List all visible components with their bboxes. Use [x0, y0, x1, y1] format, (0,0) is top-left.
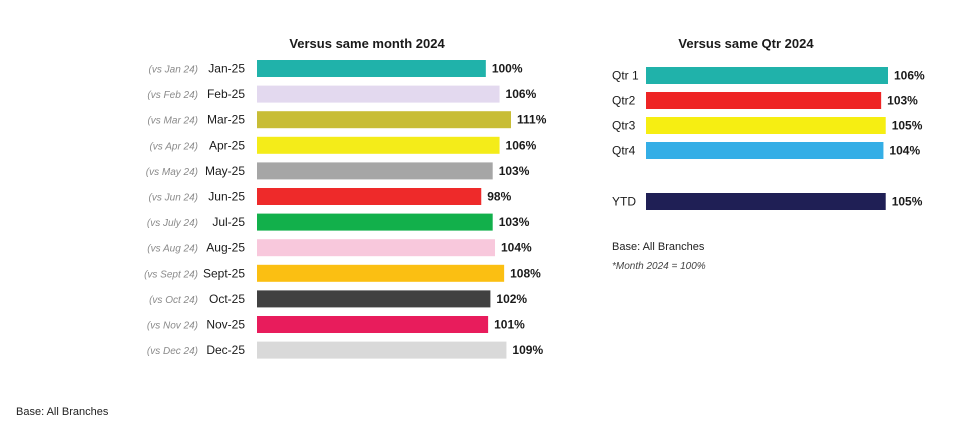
data-label: 109%: [512, 343, 543, 357]
bar: [257, 290, 491, 308]
data-label: 104%: [889, 144, 920, 158]
category-label: Oct-25: [209, 292, 245, 306]
data-label: 108%: [510, 266, 541, 280]
data-label: 101%: [494, 318, 525, 332]
bar: [646, 67, 888, 84]
data-label: 106%: [894, 69, 925, 83]
category-label: Qtr 1: [612, 69, 639, 83]
comparison-label: (vs Oct 24): [149, 295, 198, 306]
category-label: Aug-25: [206, 241, 245, 255]
data-label: 103%: [499, 215, 530, 229]
comparison-label: (vs Aug 24): [147, 244, 198, 255]
data-label: 103%: [499, 164, 530, 178]
chart-title: Versus same month 2024: [289, 36, 445, 51]
category-label: May-25: [205, 164, 245, 178]
data-label: 98%: [487, 190, 511, 204]
bar: [257, 341, 507, 359]
data-label: 106%: [506, 87, 537, 101]
bar: [257, 213, 493, 231]
category-label: Qtr3: [612, 119, 636, 133]
bar: [257, 85, 500, 103]
bar: [257, 316, 489, 333]
bar: [257, 264, 505, 282]
bar: [257, 162, 493, 180]
data-label: 106%: [506, 138, 537, 152]
category-label: Sept-25: [203, 266, 245, 280]
category-label: Feb-25: [207, 87, 245, 101]
data-label: 104%: [501, 241, 532, 255]
bar: [257, 239, 495, 257]
comparison-label: (vs Jun 24): [149, 193, 198, 204]
bar: [257, 111, 511, 129]
category-label: YTD: [612, 195, 636, 209]
data-label: 103%: [887, 94, 918, 108]
data-label: 102%: [496, 292, 527, 306]
data-label: 105%: [892, 195, 923, 209]
comparison-label: (vs Feb 24): [147, 90, 198, 101]
chart-title: Versus same Qtr 2024: [678, 36, 814, 51]
category-label: Nov-25: [206, 318, 245, 332]
comparison-label: (vs May 24): [146, 167, 198, 178]
bar: [257, 136, 500, 154]
base-note: Base: All Branches: [612, 241, 705, 253]
category-label: Qtr4: [612, 144, 636, 158]
comparison-label: (vs Jan 24): [149, 65, 198, 76]
category-label: Qtr2: [612, 94, 636, 108]
comparison-label: (vs Nov 24): [147, 321, 198, 332]
category-label: Jan-25: [208, 62, 245, 76]
category-label: Jul-25: [212, 215, 245, 229]
data-label: 111%: [517, 113, 547, 127]
category-label: Apr-25: [209, 138, 245, 152]
data-label: 105%: [892, 119, 923, 133]
category-label: Jun-25: [208, 190, 245, 204]
data-label: 100%: [492, 62, 523, 76]
category-label: Dec-25: [206, 343, 245, 357]
bar: [646, 193, 886, 210]
index-note: *Month 2024 = 100%: [612, 261, 706, 272]
bar: [257, 60, 486, 77]
comparison-label: (vs Dec 24): [147, 346, 198, 357]
bar: [646, 92, 882, 109]
comparison-label: (vs Sept 24): [144, 269, 198, 280]
comparison-label: (vs Mar 24): [147, 116, 198, 127]
bar: [257, 188, 482, 205]
base-footnote: Base: All Branches: [16, 406, 109, 418]
category-label: Mar-25: [207, 113, 245, 127]
bar: [646, 142, 884, 159]
comparison-label: (vs July 24): [147, 218, 198, 229]
comparison-label: (vs Apr 24): [149, 141, 198, 152]
bar: [646, 117, 886, 134]
